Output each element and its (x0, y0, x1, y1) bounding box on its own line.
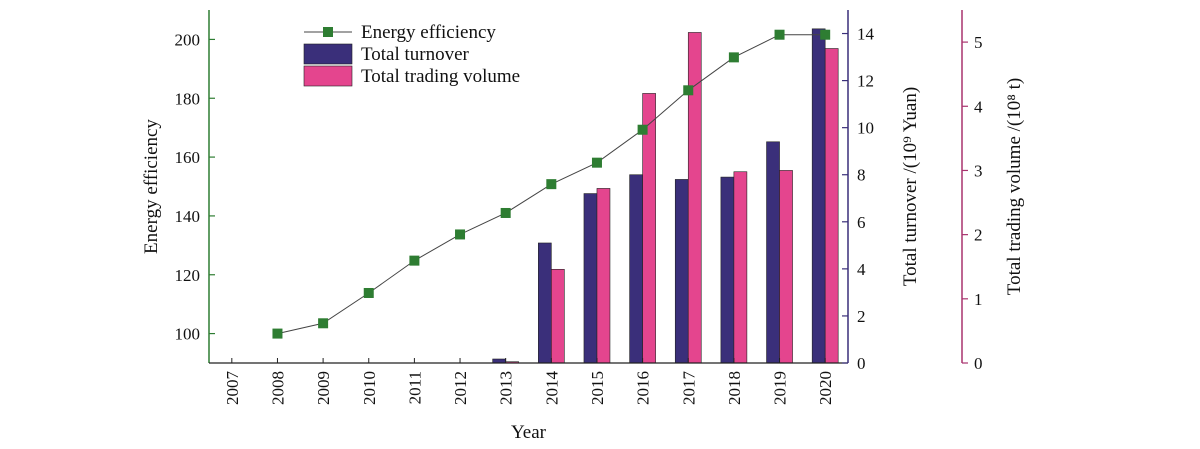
bar-total-turnover-2016 (629, 174, 643, 364)
x-tick-label-2016: 2016 (634, 371, 653, 405)
turnover-tick-label-6: 6 (857, 213, 866, 232)
turnover-axis-title: Total turnover /(10⁹ Yuan) (900, 87, 921, 286)
energy-efficiency-point-2013 (500, 207, 511, 218)
energy-efficiency-point-2009 (318, 318, 329, 329)
x-tick-label-2009: 2009 (314, 371, 333, 405)
bar-total-turnover-2013 (492, 358, 506, 364)
volume-tick-label-1: 1 (974, 290, 983, 309)
energy-efficiency-point-2019 (774, 29, 785, 40)
x-tick-label-2008: 2008 (268, 371, 287, 405)
bar-total-trading-volume-2019 (779, 170, 793, 364)
bars-layer (492, 28, 839, 364)
energy-efficiency-point-2012 (455, 229, 466, 240)
x-tick-label-2019: 2019 (771, 371, 790, 405)
bar-total-trading-volume-2014 (551, 268, 565, 364)
x-tick-label-2015: 2015 (588, 371, 607, 405)
x-axis-title: Year (511, 422, 547, 443)
bar-total-turnover-2017 (674, 179, 689, 364)
bar-total-turnover-2020 (811, 28, 826, 364)
bar-total-turnover-2019 (766, 141, 780, 364)
energy-efficiency-point-2014 (546, 179, 557, 190)
bar-total-trading-volume-2020 (824, 48, 839, 364)
x-tick-label-2007: 2007 (223, 371, 242, 406)
volume-tick-label-2: 2 (974, 226, 983, 245)
left-tick-label-120: 120 (175, 266, 201, 285)
turnover-tick-label-8: 8 (857, 166, 866, 185)
turnover-tick-label-12: 12 (857, 72, 874, 91)
turnover-tick-label-0: 0 (857, 354, 866, 373)
energy-efficiency-point-2017 (683, 85, 694, 96)
x-tick-label-2010: 2010 (360, 371, 379, 405)
left-tick-label-160: 160 (175, 148, 201, 167)
x-tick-label-2012: 2012 (451, 371, 470, 405)
left-tick-label-100: 100 (175, 325, 201, 344)
volume-axis-title: Total trading volume /(10⁸ t) (1004, 78, 1025, 295)
x-tick-label-2020: 2020 (816, 371, 835, 405)
energy-efficiency-point-2011 (409, 255, 420, 266)
x-tick-label-2011: 2011 (405, 371, 424, 404)
left-axis-title: Energy efficiency (141, 119, 162, 254)
volume-tick-label-5: 5 (974, 33, 983, 52)
x-tick-label-2014: 2014 (542, 371, 561, 406)
line-layer (272, 29, 831, 339)
energy-efficiency-point-2008 (272, 328, 283, 339)
legend-label-total-turnover: Total turnover (361, 44, 470, 65)
turnover-tick-label-10: 10 (857, 119, 874, 138)
turnover-tick-label-4: 4 (857, 260, 866, 279)
x-tick-label-2017: 2017 (679, 371, 698, 406)
bar-total-turnover-2018 (720, 176, 735, 364)
volume-tick-label-4: 4 (974, 97, 983, 116)
energy-efficiency-point-2015 (591, 157, 602, 168)
bar-total-trading-volume-2015 (596, 188, 611, 364)
energy-efficiency-point-2020 (820, 29, 831, 40)
volume-tick-label-3: 3 (974, 161, 983, 180)
legend-swatch-marker-energy-efficiency (323, 27, 333, 37)
legend-swatch-total-trading-volume (303, 65, 353, 87)
turnover-tick-label-14: 14 (857, 25, 875, 44)
left-tick-label-200: 200 (175, 30, 201, 49)
left-tick-label-180: 180 (175, 89, 201, 108)
bar-total-trading-volume-2018 (733, 171, 748, 364)
legend-label-total-trading-volume: Total trading volume (361, 66, 520, 87)
legend-label-energy-efficiency: Energy efficiency (361, 22, 496, 43)
x-tick-label-2013: 2013 (497, 371, 516, 405)
volume-tick-label-0: 0 (974, 354, 983, 373)
energy-efficiency-point-2016 (637, 124, 648, 135)
legend-swatch-total-turnover (303, 43, 353, 65)
turnover-tick-label-2: 2 (857, 307, 866, 326)
bar-total-turnover-2014 (538, 242, 552, 364)
energy-efficiency-point-2010 (363, 287, 374, 298)
energy-efficiency-point-2018 (728, 52, 739, 63)
left-tick-label-140: 140 (175, 207, 201, 226)
x-tick-label-2018: 2018 (725, 371, 744, 405)
bar-total-turnover-2015 (583, 193, 598, 364)
